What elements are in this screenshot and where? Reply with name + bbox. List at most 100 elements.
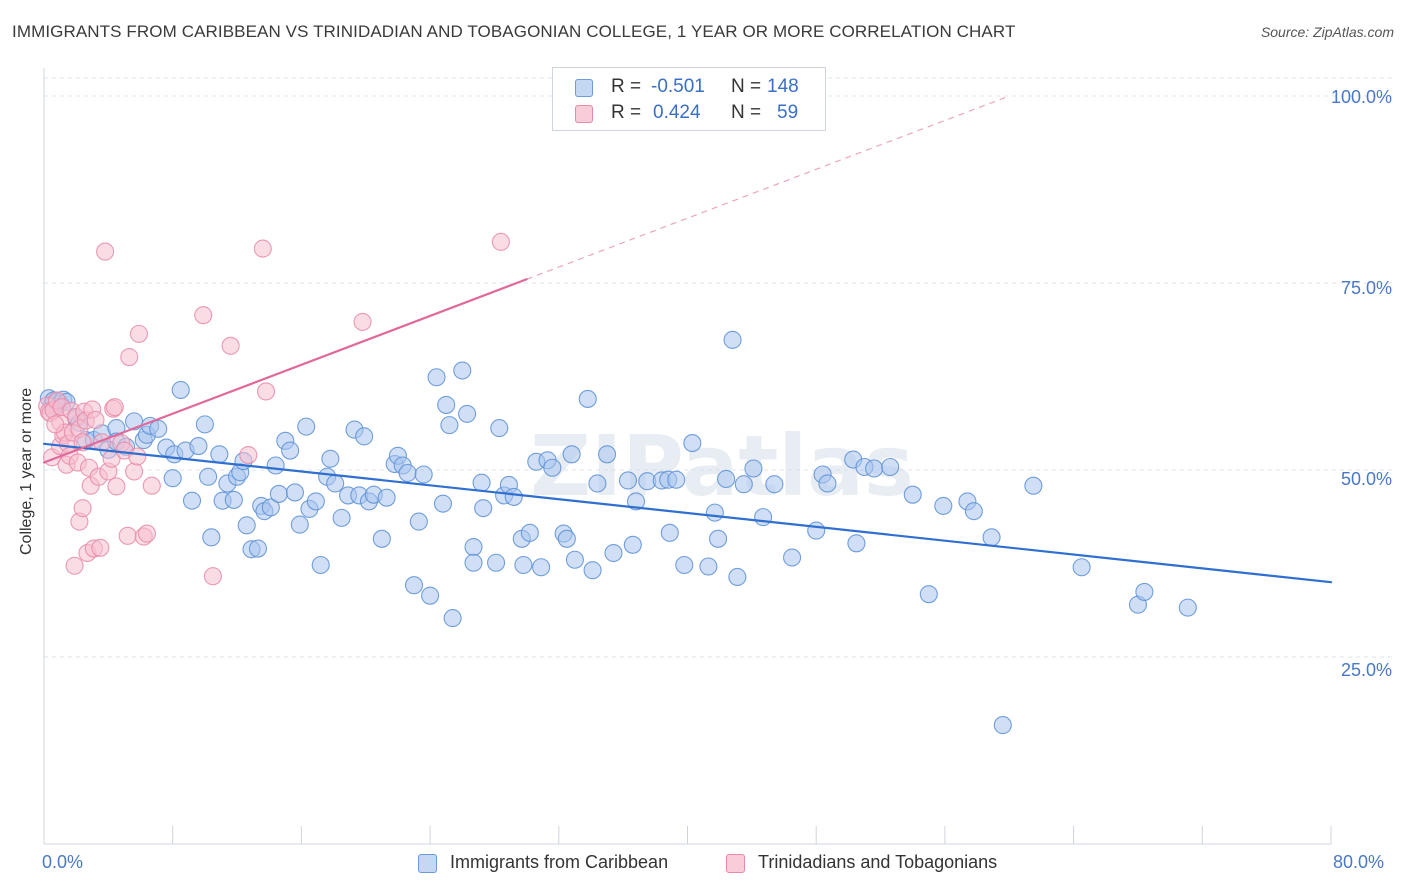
scatter-point (125, 462, 144, 481)
y-axis-label: College, 1 year or more (18, 387, 35, 555)
scatter-point (372, 529, 391, 548)
series-blue-points (39, 330, 1197, 735)
scatter-point (667, 470, 686, 489)
y-tick-label: 100.0% (1330, 87, 1392, 107)
scatter-point (332, 508, 351, 527)
scatter-point (107, 477, 126, 496)
legend-swatch-pink (575, 105, 593, 123)
scatter-point (807, 521, 826, 540)
scatter-point (398, 463, 417, 483)
scatter-point (520, 523, 539, 542)
scatter-point (765, 475, 784, 494)
scatter-point (754, 508, 773, 527)
scatter-point (129, 324, 148, 343)
scatter-point (623, 535, 642, 554)
correlation-legend: R = -0.501 N = 148 R = 0.424 N = 59 (552, 67, 826, 131)
series-swatch-blue (418, 854, 437, 873)
scatter-point (543, 458, 562, 477)
legend-n-value: 59 (777, 102, 799, 123)
scatter-point (1135, 582, 1154, 601)
legend-r-value: 0.424 (653, 102, 701, 123)
scatter-point (120, 348, 139, 367)
scatter-point (91, 538, 110, 557)
scatter-point (189, 437, 208, 456)
scatter-point (903, 485, 922, 504)
scatter-point (881, 457, 900, 477)
scatter-point (562, 445, 581, 464)
scatter-point (202, 528, 221, 547)
scatter-point (728, 567, 747, 587)
scatter-point (128, 447, 147, 466)
scatter-point (964, 502, 983, 521)
scatter-point (65, 556, 84, 575)
scatter-point (660, 523, 679, 542)
legend-r-value: -0.501 (651, 76, 705, 97)
source-label: Source: ZipAtlas.com (1260, 24, 1394, 40)
scatter-point (919, 585, 938, 604)
scatter-point (96, 242, 115, 261)
series-pink-points (38, 232, 510, 586)
scatter-point (210, 445, 229, 464)
scatter-point (297, 417, 316, 436)
scatter-point (598, 445, 617, 464)
scatter-point (982, 528, 1001, 547)
scatter-point (783, 548, 802, 567)
legend-n-label: N = (731, 102, 762, 123)
legend-r-label: R = (611, 76, 642, 97)
scatter-point (377, 488, 396, 507)
scatter-point (565, 550, 584, 569)
scatter-point (427, 368, 446, 387)
scatter-point (453, 361, 472, 380)
chart-title: IMMIGRANTS FROM CARIBBEAN VS TRINIDADIAN… (12, 22, 1016, 41)
scatter-point (504, 487, 523, 506)
scatter-point (321, 449, 340, 468)
scatter-point (865, 459, 884, 478)
y-tick-label: 25.0% (1340, 660, 1392, 680)
scatter-point (490, 419, 509, 438)
scatter-point (269, 484, 288, 503)
scatter-point (464, 537, 483, 557)
scatter-point (458, 404, 477, 423)
scatter-point (847, 534, 866, 553)
data-points (38, 232, 1197, 735)
scatter-point (137, 524, 157, 543)
scatter-point (353, 312, 372, 331)
scatter-point (118, 526, 137, 545)
scatter-point (578, 389, 597, 408)
scatter-point (514, 555, 533, 575)
scatter-point (224, 490, 243, 509)
scatter-point (256, 382, 276, 401)
scatter-point (474, 499, 493, 518)
scatter-point (237, 516, 256, 535)
scatter-point (86, 410, 105, 429)
scatter-point (285, 483, 305, 502)
scatter-point (414, 465, 433, 484)
scatter-point (73, 499, 92, 518)
scatter-point (248, 539, 268, 558)
scatter-point (744, 459, 763, 478)
series-name: Trinidadians and Tobagonians (758, 852, 998, 872)
scatter-point (626, 492, 646, 511)
scatter-point (699, 557, 718, 576)
scatter-point (683, 434, 702, 453)
scatter-point (583, 561, 602, 580)
y-tick-label: 75.0% (1340, 278, 1392, 298)
scatter-point (818, 474, 837, 493)
scatter-point (443, 609, 462, 628)
scatter-point (557, 529, 576, 548)
scatter-point (491, 232, 510, 251)
x-tick-label: 80.0% (1333, 852, 1385, 872)
scatter-point (433, 494, 453, 513)
scatter-point (409, 512, 428, 531)
y-tick-label: 50.0% (1340, 469, 1392, 489)
scatter-point (717, 469, 736, 489)
scatter-point (326, 474, 345, 493)
scatter-point (675, 555, 694, 575)
scatter-point (404, 576, 424, 595)
trend-line-blue (42, 442, 1333, 584)
scatter-point (934, 496, 953, 515)
scatter-point (1072, 558, 1091, 577)
scatter-point (163, 469, 182, 488)
x-tick-label: 0.0% (42, 852, 84, 872)
